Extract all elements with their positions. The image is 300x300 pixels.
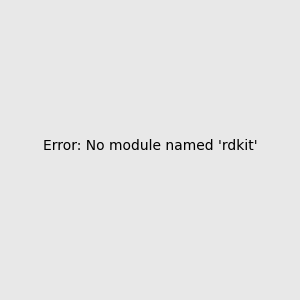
Text: Error: No module named 'rdkit': Error: No module named 'rdkit' (43, 139, 257, 153)
